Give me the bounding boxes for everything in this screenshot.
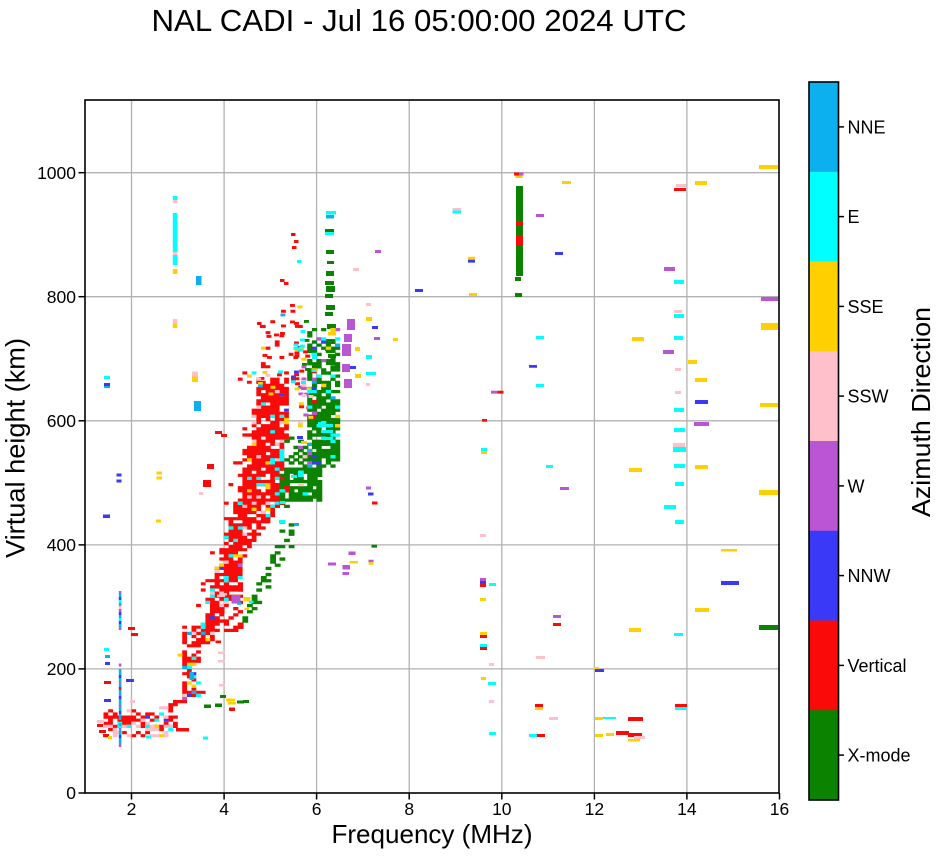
svg-text:200: 200 [47,659,76,679]
svg-text:2: 2 [127,799,137,819]
svg-text:X-mode: X-mode [848,746,911,766]
svg-text:14: 14 [677,799,697,819]
svg-text:Azimuth Direction: Azimuth Direction [906,307,936,517]
svg-text:NNW: NNW [848,566,891,586]
svg-text:400: 400 [47,535,76,555]
svg-text:E: E [848,207,860,227]
svg-text:Frequency (MHz): Frequency (MHz) [332,819,533,849]
svg-text:10: 10 [492,799,512,819]
svg-text:NNE: NNE [848,117,886,137]
svg-text:0: 0 [66,783,76,803]
svg-text:6: 6 [312,799,322,819]
svg-text:NAL CADI - Jul 16 05:00:00 202: NAL CADI - Jul 16 05:00:00 2024 UTC [152,3,687,38]
svg-text:1000: 1000 [37,163,76,183]
svg-text:Vertical: Vertical [848,656,907,676]
svg-text:800: 800 [47,287,76,307]
svg-text:SSW: SSW [848,387,889,407]
svg-text:8: 8 [404,799,414,819]
svg-text:16: 16 [770,799,789,819]
svg-text:4: 4 [219,799,229,819]
svg-text:12: 12 [585,799,604,819]
svg-text:SSE: SSE [848,297,884,317]
svg-text:600: 600 [47,411,76,431]
svg-text:W: W [848,476,865,496]
svg-text:Virtual height (km): Virtual height (km) [1,338,31,558]
